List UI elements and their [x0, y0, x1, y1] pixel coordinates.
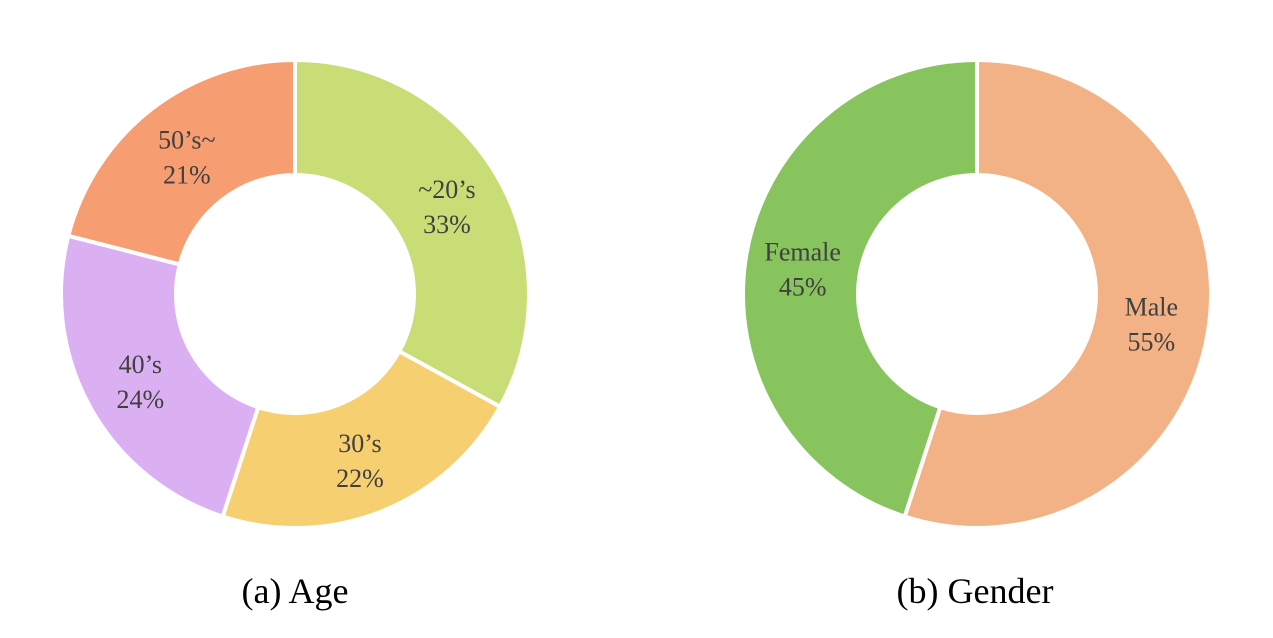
age-donut-chart: ~20’s 33% 30’s 22% 40’s 24% 50’s~ 21% — [59, 57, 531, 530]
age-chart-caption: (a) Age — [242, 571, 349, 611]
age-slice-40-s — [59, 233, 261, 520]
gender-slice-female — [741, 57, 979, 520]
age-slice-value-label: 21% — [163, 161, 211, 190]
gender-chart-caption: (b) Gender — [897, 571, 1054, 611]
gender-slice-name-label: Male — [1125, 293, 1178, 322]
age-slice-name-label: ~20’s — [418, 175, 475, 204]
age-slice-50-s — [65, 57, 297, 267]
age-slice-name-label: 40’s — [119, 350, 162, 379]
age-slice-30-s — [220, 348, 503, 530]
age-slice-value-label: 22% — [336, 464, 384, 493]
gender-slice-value-label: 55% — [1127, 328, 1175, 357]
gender-slice-male — [902, 57, 1213, 530]
age-slice-name-label: 50’s~ — [158, 126, 215, 155]
age-slice-value-label: 24% — [116, 385, 164, 414]
gender-slice-name-label: Female — [764, 237, 841, 266]
gender-slice-value-label: 45% — [779, 272, 827, 301]
age-slice-name-label: 30’s — [338, 429, 381, 458]
age-slice-value-label: 33% — [423, 210, 471, 239]
age-slice-20-s — [293, 57, 531, 410]
gender-donut-chart: Male 55% Female 45% — [741, 57, 1213, 530]
